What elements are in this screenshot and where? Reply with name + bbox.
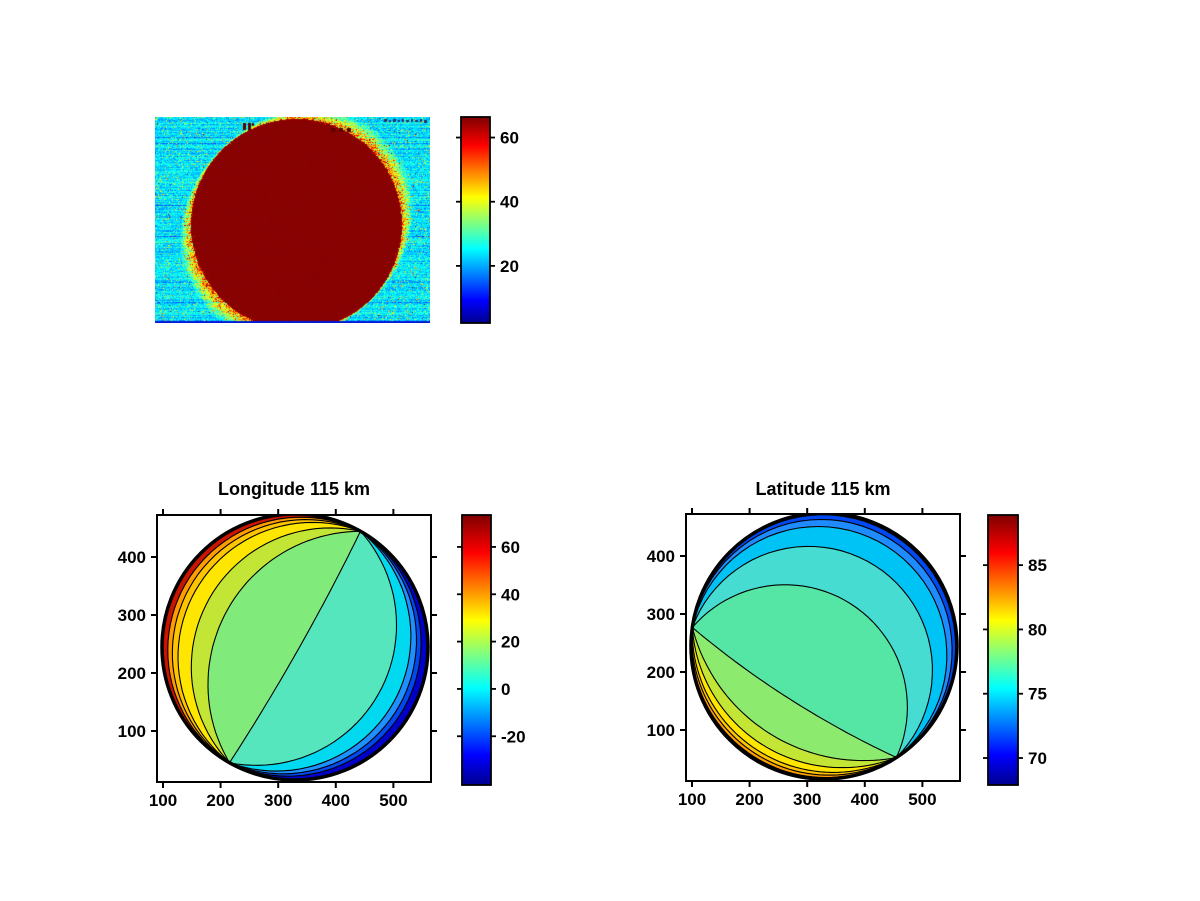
contour-line [691, 518, 953, 758]
contour-band [229, 531, 428, 780]
x-tick-label: 500 [908, 790, 936, 809]
contour-line [177, 521, 361, 764]
colorbar-tick-label: 80 [1028, 620, 1047, 639]
contour-line [691, 584, 908, 758]
contour-line [691, 627, 897, 773]
contour-line [691, 627, 897, 758]
longitude-contour-plot: 100 200 300 400 500 100 200 300 400 [118, 509, 437, 810]
latitude-contour-plot: 100 200 300 400 500 100 200 300 400 [647, 508, 966, 809]
y-tick-label: 200 [647, 663, 675, 682]
colorbar-tick-label: 70 [1028, 749, 1047, 768]
y-tick-label: 100 [118, 722, 146, 741]
colorbar-tick-label: -20 [501, 727, 526, 746]
x-tick-label: 400 [322, 791, 350, 810]
y-tick-label: 200 [118, 664, 146, 683]
latitude-contour-colorbar: 85 80 75 70 [983, 514, 1047, 786]
colorbar-tick-label: 60 [500, 129, 519, 148]
x-tick-label: 300 [264, 791, 292, 810]
contour-band [692, 514, 957, 758]
contour-line [190, 527, 361, 764]
disk-edge [160, 515, 430, 782]
colorbar-tick-label: 40 [500, 193, 519, 212]
colorbar-tick-label: 85 [1028, 556, 1047, 575]
x-tick-label: 100 [678, 790, 706, 809]
y-tick-label: 100 [647, 721, 675, 740]
contour-line [229, 530, 398, 766]
contour-line [229, 530, 418, 775]
contour-line [229, 530, 422, 777]
plot-title-latitude: Latitude 115 km [755, 479, 891, 499]
y-tick-label: 300 [647, 605, 675, 624]
contour-line [691, 627, 897, 776]
y-tick-label: 400 [118, 548, 146, 567]
x-tick-label: 400 [851, 790, 879, 809]
y-tick-label: 400 [647, 547, 675, 566]
contour-line [691, 627, 897, 762]
colorbar-tick-label: 0 [501, 680, 510, 699]
colorbar-tick-label: 60 [501, 538, 520, 557]
x-tick-label: 500 [379, 791, 407, 810]
contour-line [207, 530, 361, 764]
x-tick-label: 200 [735, 790, 763, 809]
sun-image-colorbar: 60 40 20 [456, 116, 519, 324]
x-tick-label: 100 [149, 791, 177, 810]
colorbar-tick-label: 20 [501, 633, 520, 652]
contour-line [691, 627, 897, 769]
contour-line [229, 530, 412, 772]
contour-line [229, 530, 361, 764]
colorbar-tick-label: 75 [1028, 685, 1047, 704]
contour-line [171, 519, 361, 764]
y-tick-label: 300 [118, 606, 146, 625]
x-tick-label: 200 [206, 791, 234, 810]
solar-disk-image [155, 117, 430, 323]
colorbar-tick-label: 20 [500, 257, 519, 276]
contour-line [691, 525, 948, 758]
contour-line [167, 516, 361, 764]
disk-edge [689, 514, 959, 781]
longitude-contour-colorbar: 60 40 20 0 -20 [457, 514, 526, 786]
colorbar-tick-label: 40 [501, 585, 520, 604]
plot-title-longitude: Longitude 115 km [217, 479, 371, 499]
contour-line [691, 545, 933, 758]
x-tick-label: 300 [793, 790, 821, 809]
